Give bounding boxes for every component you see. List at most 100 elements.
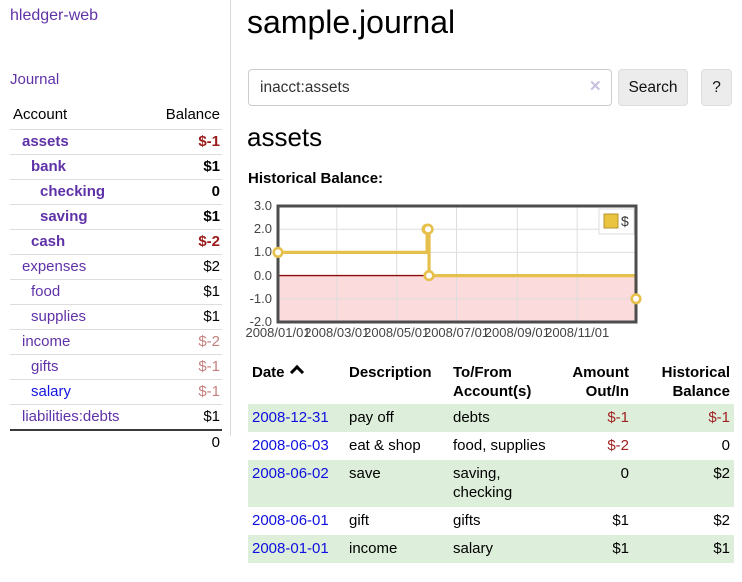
account-row: salary $-1 [10,379,222,405]
y-tick-label: -1.0 [249,290,272,306]
x-tick-label: 2008/05/01 [364,325,430,340]
sort-ascending-icon [289,364,304,380]
register-description: save [349,465,381,482]
y-tick-label: 0.0 [253,267,272,283]
account-row: checking 0 [10,179,222,205]
account-balance: $-2 [198,333,220,350]
register-description: pay off [349,409,394,426]
account-balance: $-2 [198,233,220,250]
transaction-date-link[interactable]: 2008-06-02 [252,465,329,482]
register-accounts: food, supplies [453,437,546,454]
legend-swatch [603,213,619,229]
transaction-date-link[interactable]: 2008-06-01 [252,512,329,529]
data-point-marker [272,246,284,259]
sidebar-account-link[interactable]: saving [40,208,88,225]
sidebar-account-link[interactable]: salary [31,383,72,400]
x-tick-label: 2008/03/01 [304,325,370,340]
account-row: expenses $2 [10,254,222,280]
register-header-date[interactable]: Date [248,360,345,404]
register-accounts: gifts [453,512,481,529]
sidebar-account-link[interactable]: gifts [31,358,59,375]
transaction-date-link[interactable]: 2008-06-03 [252,437,329,454]
accounts-balance-table: Account Balance assets $-1 bank $1 checking 0… [10,101,222,455]
account-balance: $1 [203,308,220,325]
y-tick-label: -2.0 [249,314,272,329]
plot-border [276,204,638,324]
register-balance: $1 [713,540,730,557]
sidebar-item-journal[interactable]: Journal [10,71,60,88]
accounts-table-header-account: Account [13,106,68,123]
account-balance: $2 [203,258,220,275]
sidebar-account-link[interactable]: assets [22,133,69,150]
register-row: 2008-12-31 pay off debts $-1 $-1 [248,404,734,432]
register-balance: 0 [721,437,730,454]
accounts-table-header-balance: Balance [165,106,220,123]
register-header-accounts: To/From Account(s) [453,364,532,400]
register-header-balance: Historical Balance [661,364,730,400]
register-header-description: Description [349,364,432,381]
sidebar-account-link[interactable]: food [31,283,61,300]
account-row: assets $-1 [10,129,222,155]
y-tick-label: 1.0 [253,244,272,260]
account-row: supplies $1 [10,304,222,330]
register-header-amount: Amount Out/In [572,364,629,400]
account-balance: $1 [203,283,220,300]
transaction-date-link[interactable]: 2008-01-01 [252,540,329,557]
y-tick-label: 3.0 [253,198,272,213]
register-accounts: salary [453,540,494,557]
account-balance: $1 [203,208,220,225]
sidebar-account-link[interactable]: checking [40,183,106,200]
search-input[interactable] [248,69,612,106]
account-row: income $-2 [10,329,222,355]
data-point-marker [423,269,435,282]
account-row: cash $-2 [10,229,222,255]
register-table: Date Description To/From Account(s) Amou… [248,360,734,563]
sidebar-account-link[interactable]: bank [31,158,67,175]
register-description: income [349,540,398,557]
accounts-total-row: 0 [10,430,222,455]
sidebar-account-link[interactable]: income [22,333,71,350]
register-description: eat & shop [349,437,421,454]
x-tick-label: 2008/07/01 [423,325,490,340]
register-amount: $-1 [607,409,629,426]
legend-label: $ [621,213,629,229]
register-accounts: saving, checking [453,465,513,501]
sidebar-account-link[interactable]: cash [31,233,66,250]
account-row: food $1 [10,279,222,305]
register-amount: 0 [620,465,629,482]
account-balance: $1 [203,408,220,425]
register-row: 2008-06-02 save saving, checking 0 $2 [248,460,734,507]
register-amount: $1 [612,512,629,529]
account-balance: $-1 [198,133,220,150]
data-point-marker [630,293,642,305]
register-amount: $-2 [607,437,629,454]
historical-balance-chart: 3.0 2.0 1.0 0.0 -1.0 -2.0 2008/01/01 2008/03/01… [245,198,740,352]
page-title: sample.journal [247,4,456,40]
register-balance: $-1 [708,409,730,426]
register-balance: $2 [713,465,730,482]
sidebar-account-link[interactable]: supplies [31,308,87,325]
sidebar-account-link[interactable]: liabilities:debts [22,408,120,425]
app-title-link[interactable]: hledger-web [10,7,99,24]
account-row: saving $1 [10,204,222,230]
sidebar-account-link[interactable]: expenses [22,258,87,275]
chart-title: Historical Balance: [248,170,384,187]
account-row: liabilities:debts $1 [10,404,222,431]
search-button[interactable]: Search [618,69,688,106]
register-row: 2008-06-01 gift gifts $1 $2 [248,507,734,535]
account-balance: $1 [203,158,220,175]
transaction-date-link[interactable]: 2008-12-31 [252,409,329,426]
x-tick-label: 2008/09/01 [484,325,550,340]
register-accounts: debts [453,409,490,426]
account-balance: 0 [211,183,220,200]
register-description: gift [349,512,370,529]
x-tick-label: 2008/11/01 [545,325,610,340]
x-tick-label: 2008/01/01 [245,325,311,340]
sidebar: hledger-web Journal Account Balance asse… [0,0,231,451]
help-button[interactable]: ? [701,69,732,106]
account-heading: assets [247,122,323,152]
clear-search-icon[interactable]: ✕ [589,78,602,95]
account-balance: $-1 [198,358,220,375]
chart-plot-area: $ [272,204,642,324]
register-balance: $2 [713,512,730,529]
